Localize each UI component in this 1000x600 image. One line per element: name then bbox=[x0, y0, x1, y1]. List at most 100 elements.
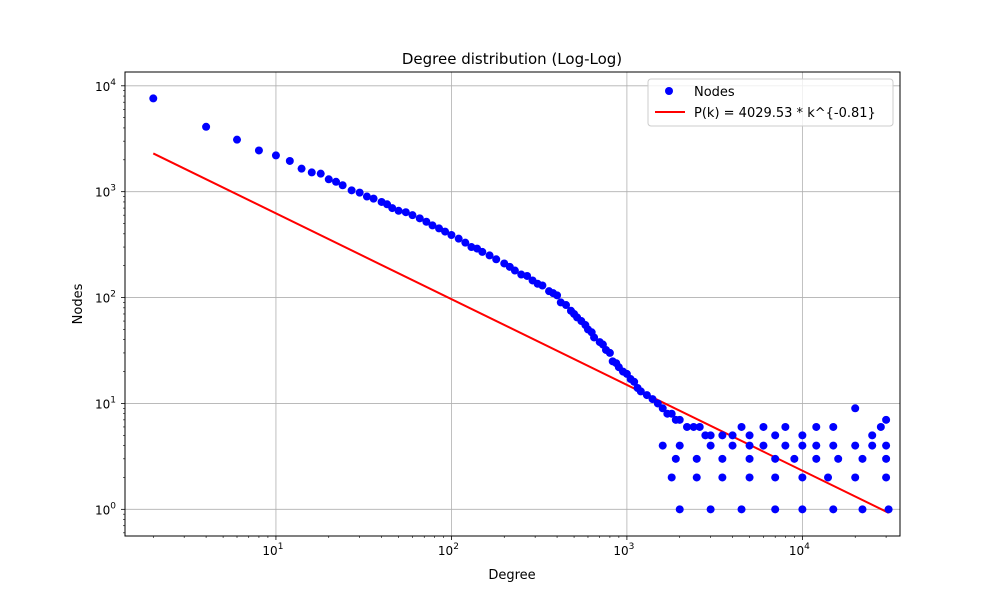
y-tick-label: 102 bbox=[95, 290, 116, 306]
data-point bbox=[478, 247, 487, 256]
data-point bbox=[523, 271, 532, 280]
x-tick-base: 10 bbox=[789, 544, 804, 558]
data-point bbox=[759, 441, 768, 450]
data-point bbox=[454, 234, 463, 243]
data-point bbox=[394, 206, 403, 215]
data-point bbox=[745, 431, 754, 440]
x-tick-base: 10 bbox=[613, 544, 628, 558]
data-point bbox=[553, 291, 562, 300]
data-point bbox=[781, 441, 790, 450]
x-tick-label: 103 bbox=[613, 542, 634, 558]
data-point bbox=[759, 422, 768, 431]
data-point bbox=[706, 505, 715, 514]
data-point bbox=[297, 164, 306, 173]
data-point bbox=[781, 422, 790, 431]
x-tick-label: 101 bbox=[262, 542, 283, 558]
legend-nodes-label: Nodes bbox=[694, 85, 735, 100]
data-point bbox=[798, 473, 807, 482]
y-tick-label: 103 bbox=[95, 184, 116, 200]
data-point bbox=[798, 505, 807, 514]
data-point bbox=[254, 146, 263, 155]
y-tick-label: 104 bbox=[95, 78, 116, 94]
data-point bbox=[332, 177, 341, 186]
data-point bbox=[435, 224, 444, 233]
data-point bbox=[538, 281, 547, 290]
data-point bbox=[771, 505, 780, 514]
data-point bbox=[307, 168, 316, 177]
data-point bbox=[422, 217, 431, 226]
data-point bbox=[737, 505, 746, 514]
data-point bbox=[851, 473, 860, 482]
data-point bbox=[682, 422, 691, 431]
data-point bbox=[658, 441, 667, 450]
legend-nodes-marker bbox=[665, 87, 673, 95]
x-axis-ticks: 101 102 103 104 bbox=[152, 536, 887, 558]
data-point bbox=[605, 348, 614, 357]
data-point bbox=[868, 441, 877, 450]
data-point bbox=[876, 422, 885, 431]
data-point bbox=[675, 415, 684, 424]
data-point bbox=[408, 211, 417, 220]
data-point bbox=[745, 454, 754, 463]
data-point bbox=[812, 422, 821, 431]
fit-line-layer bbox=[152, 152, 890, 514]
y-tick-base: 10 bbox=[95, 503, 110, 517]
data-point bbox=[745, 441, 754, 450]
data-point bbox=[636, 387, 645, 396]
y-tick-base: 10 bbox=[95, 397, 110, 411]
data-point bbox=[671, 454, 680, 463]
data-point bbox=[642, 391, 651, 400]
y-tick-exponent: 0 bbox=[110, 501, 116, 511]
data-point bbox=[388, 204, 397, 213]
data-point bbox=[834, 454, 843, 463]
x-tick-label: 102 bbox=[438, 542, 459, 558]
data-point bbox=[706, 431, 715, 440]
data-point bbox=[285, 156, 294, 165]
data-point bbox=[149, 94, 158, 103]
data-point bbox=[510, 266, 519, 275]
y-tick-exponent: 1 bbox=[110, 395, 116, 405]
data-point bbox=[829, 505, 838, 514]
data-point bbox=[771, 431, 780, 440]
y-tick-exponent: 2 bbox=[110, 290, 116, 300]
data-point bbox=[369, 194, 378, 203]
data-point bbox=[202, 122, 211, 131]
data-point bbox=[737, 422, 746, 431]
data-point bbox=[718, 431, 727, 440]
legend-fit-label: P(k) = 4029.53 * k^{-0.81} bbox=[694, 106, 876, 121]
data-point bbox=[562, 301, 571, 310]
data-point bbox=[829, 441, 838, 450]
y-tick-label: 101 bbox=[95, 395, 116, 411]
data-point bbox=[692, 473, 701, 482]
data-point bbox=[790, 454, 799, 463]
data-point bbox=[718, 473, 727, 482]
data-point bbox=[667, 473, 676, 482]
data-point bbox=[428, 221, 437, 230]
data-point bbox=[233, 135, 242, 144]
data-point bbox=[728, 441, 737, 450]
data-point bbox=[829, 422, 838, 431]
y-tick-exponent: 3 bbox=[110, 184, 116, 194]
x-tick-exponent: 1 bbox=[278, 542, 284, 552]
data-point bbox=[824, 473, 833, 482]
data-point bbox=[728, 431, 737, 440]
data-point bbox=[485, 251, 494, 260]
plot-frame bbox=[124, 71, 901, 537]
data-point bbox=[648, 395, 657, 404]
data-point bbox=[675, 505, 684, 514]
data-point bbox=[798, 441, 807, 450]
data-point bbox=[362, 192, 371, 201]
x-tick-label: 104 bbox=[789, 542, 810, 558]
y-tick-base: 10 bbox=[95, 186, 110, 200]
data-point bbox=[492, 255, 501, 264]
chart-title: Degree distribution (Log-Log) bbox=[402, 50, 622, 68]
data-point bbox=[882, 415, 891, 424]
data-point bbox=[355, 188, 364, 197]
x-tick-exponent: 3 bbox=[629, 542, 635, 552]
y-tick-exponent: 4 bbox=[110, 78, 116, 88]
data-point bbox=[798, 431, 807, 440]
data-point bbox=[675, 441, 684, 450]
data-point bbox=[858, 505, 867, 514]
